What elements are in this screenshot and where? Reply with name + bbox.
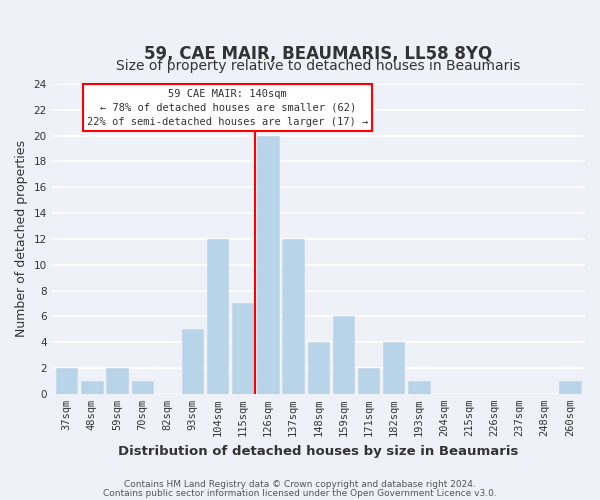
Bar <box>559 381 581 394</box>
Bar <box>408 381 430 394</box>
Bar <box>131 381 153 394</box>
Bar <box>182 330 203 394</box>
Bar <box>81 381 103 394</box>
Bar <box>56 368 77 394</box>
Title: 59, CAE MAIR, BEAUMARIS, LL58 8YQ: 59, CAE MAIR, BEAUMARIS, LL58 8YQ <box>144 45 493 63</box>
Bar <box>308 342 329 394</box>
Bar <box>207 239 229 394</box>
Text: Size of property relative to detached houses in Beaumaris: Size of property relative to detached ho… <box>116 59 521 73</box>
Bar <box>333 316 354 394</box>
Bar <box>358 368 379 394</box>
Bar <box>283 239 304 394</box>
Bar <box>106 368 128 394</box>
X-axis label: Distribution of detached houses by size in Beaumaris: Distribution of detached houses by size … <box>118 444 518 458</box>
Text: Contains public sector information licensed under the Open Government Licence v3: Contains public sector information licen… <box>103 488 497 498</box>
Bar <box>383 342 404 394</box>
Bar <box>232 304 254 394</box>
Text: Contains HM Land Registry data © Crown copyright and database right 2024.: Contains HM Land Registry data © Crown c… <box>124 480 476 489</box>
Y-axis label: Number of detached properties: Number of detached properties <box>15 140 28 338</box>
Text: 59 CAE MAIR: 140sqm
← 78% of detached houses are smaller (62)
22% of semi-detach: 59 CAE MAIR: 140sqm ← 78% of detached ho… <box>87 88 368 126</box>
Bar <box>257 136 279 394</box>
